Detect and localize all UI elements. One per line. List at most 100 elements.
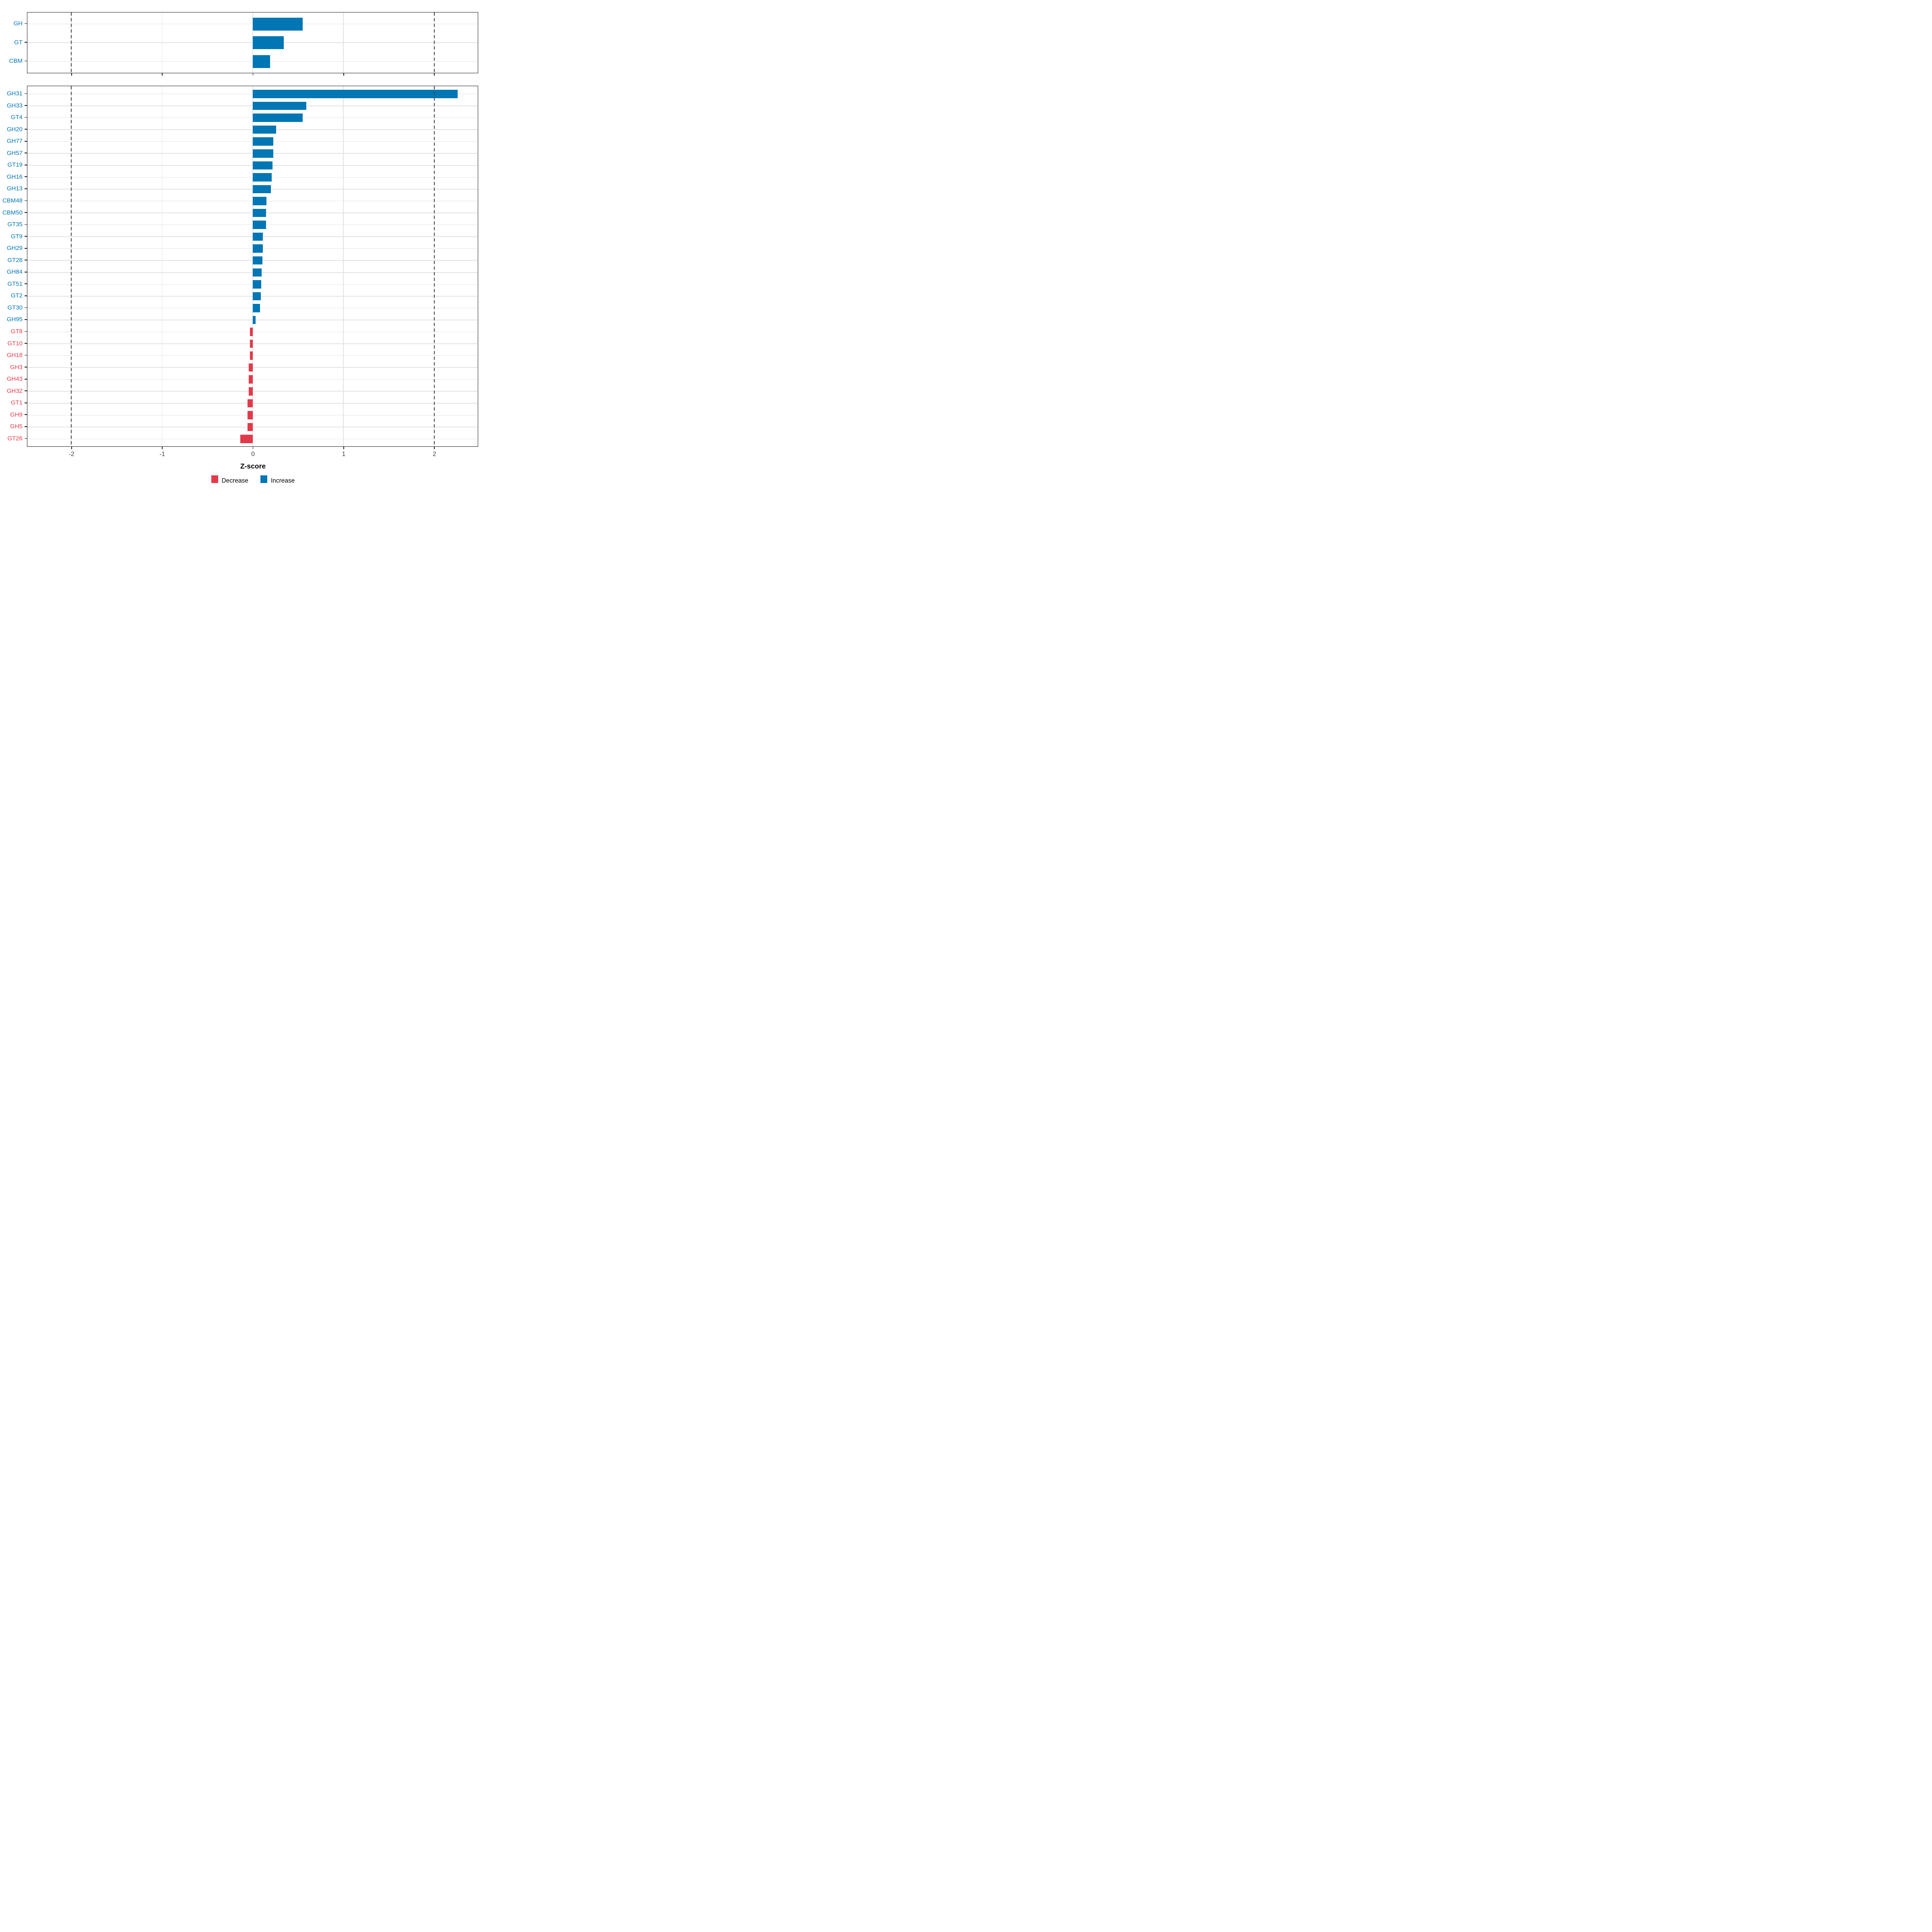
bar-GH3 bbox=[249, 363, 253, 372]
y-label-GH3: GH3 bbox=[10, 363, 23, 371]
bar-GT51 bbox=[252, 280, 262, 289]
x-tick bbox=[343, 73, 344, 76]
bar-GH18 bbox=[250, 351, 253, 360]
y-tick-GH5 bbox=[25, 426, 27, 427]
bar-GH16 bbox=[252, 173, 272, 182]
y-tick-GT2 bbox=[25, 295, 27, 296]
y-tick-GT35 bbox=[25, 224, 27, 225]
bar-GT4 bbox=[252, 114, 303, 122]
bar-GT19 bbox=[252, 161, 273, 170]
y-label-GH43: GH43 bbox=[6, 376, 23, 383]
y-label-GT2: GT2 bbox=[10, 292, 23, 299]
bar-CBM48 bbox=[252, 197, 266, 205]
bar-CBM bbox=[252, 55, 270, 68]
y-tick-GH18 bbox=[25, 355, 27, 356]
y-label-GT4: GT4 bbox=[10, 114, 23, 121]
x-tick-label-1: 1 bbox=[342, 451, 346, 458]
x-tick bbox=[434, 73, 435, 76]
x-gridline bbox=[252, 86, 253, 446]
bar-GH bbox=[252, 17, 303, 31]
legend-item-increase: Increase bbox=[260, 475, 295, 483]
y-tick-GH43 bbox=[25, 378, 27, 380]
row-gridline bbox=[27, 343, 478, 344]
y-label-GT26: GT26 bbox=[7, 435, 23, 442]
bar-GT1 bbox=[248, 399, 253, 408]
y-label-GH5: GH5 bbox=[10, 423, 23, 430]
bar-GT35 bbox=[252, 221, 266, 229]
y-tick-GT9 bbox=[25, 236, 27, 237]
y-tick-GH95 bbox=[25, 319, 27, 320]
y-tick-GT4 bbox=[25, 117, 27, 118]
bar-GH13 bbox=[252, 185, 271, 194]
x-tick bbox=[252, 446, 254, 449]
panel-cazyme-families bbox=[27, 86, 479, 447]
x-axis-title: Z-score bbox=[240, 462, 266, 470]
x-tick bbox=[162, 446, 163, 449]
y-label-GT51: GT51 bbox=[7, 280, 23, 287]
y-tick-GT51 bbox=[25, 283, 27, 285]
legend-label-increase: Increase bbox=[270, 477, 295, 483]
x-tick bbox=[71, 446, 72, 449]
legend: Decrease Increase bbox=[153, 475, 354, 483]
y-tick-CBM48 bbox=[25, 200, 27, 201]
x-tick bbox=[343, 446, 344, 449]
bar-GH29 bbox=[252, 244, 263, 253]
bar-GT30 bbox=[252, 304, 260, 312]
row-gridline bbox=[27, 391, 478, 392]
x-tick bbox=[434, 446, 435, 449]
bar-GH57 bbox=[252, 149, 273, 158]
y-label-GH31: GH31 bbox=[6, 90, 23, 97]
x-tick bbox=[71, 73, 72, 76]
dashed-reference-line bbox=[433, 86, 435, 446]
zscore-bar-chart-figure: GH GT CBM GH31 GH33 GT4 GH20 GH77 GH57 GT19 GH16 GH… bbox=[0, 0, 483, 483]
row-gridline bbox=[27, 438, 478, 440]
y-label-GH29: GH29 bbox=[6, 245, 23, 252]
x-tick-label-0: 0 bbox=[251, 451, 255, 458]
decrease-color-swatch bbox=[211, 475, 218, 483]
y-label-GT19: GT19 bbox=[7, 161, 23, 169]
dashed-reference-line bbox=[71, 12, 72, 73]
y-label-CBM50: CBM50 bbox=[2, 209, 23, 216]
y-label-GH16: GH16 bbox=[6, 173, 23, 180]
y-tick-GH13 bbox=[25, 188, 27, 189]
y-label-GT28: GT28 bbox=[7, 256, 23, 264]
y-label-GH32: GH32 bbox=[6, 387, 23, 394]
panel-cazyme-families-plot-area bbox=[27, 86, 478, 446]
y-label-CBM: CBM bbox=[9, 58, 23, 64]
bar-CBM50 bbox=[252, 208, 266, 217]
panel-cazyme-classes bbox=[27, 12, 479, 73]
dashed-reference-line bbox=[433, 12, 435, 73]
y-tick-GT10 bbox=[25, 343, 27, 344]
x-tick-label-2: 2 bbox=[432, 451, 436, 458]
bar-GT bbox=[252, 36, 284, 49]
bar-GT26 bbox=[240, 435, 253, 443]
y-label-GT: GT bbox=[14, 39, 23, 46]
increase-color-swatch bbox=[260, 475, 267, 483]
y-label-GT30: GT30 bbox=[7, 304, 23, 311]
bar-GH33 bbox=[252, 101, 306, 110]
y-tick-GH77 bbox=[25, 140, 27, 142]
y-tick-CBM50 bbox=[25, 212, 27, 213]
y-tick-GH16 bbox=[25, 176, 27, 178]
row-gridline bbox=[27, 415, 478, 416]
row-gridline bbox=[27, 355, 478, 356]
y-label-GH77: GH77 bbox=[6, 138, 23, 145]
row-gridline bbox=[27, 403, 478, 404]
y-tick-GT8 bbox=[25, 331, 27, 332]
y-label-GH57: GH57 bbox=[6, 149, 23, 157]
bar-GT28 bbox=[252, 256, 262, 265]
y-label-GT1: GT1 bbox=[10, 399, 23, 407]
y-tick-GT26 bbox=[25, 438, 27, 439]
y-label-GH9: GH9 bbox=[10, 411, 23, 418]
bar-GH5 bbox=[248, 423, 253, 431]
bar-GH31 bbox=[252, 90, 458, 98]
bar-GH9 bbox=[248, 411, 253, 419]
y-label-GT35: GT35 bbox=[7, 221, 23, 228]
bar-GH77 bbox=[252, 137, 273, 146]
y-label-GH20: GH20 bbox=[6, 126, 23, 133]
bar-GT9 bbox=[252, 232, 263, 241]
bar-GT2 bbox=[252, 292, 261, 301]
x-tick-label--2: -2 bbox=[68, 451, 74, 458]
bar-GT8 bbox=[250, 328, 253, 336]
y-label-GH18: GH18 bbox=[6, 352, 23, 359]
